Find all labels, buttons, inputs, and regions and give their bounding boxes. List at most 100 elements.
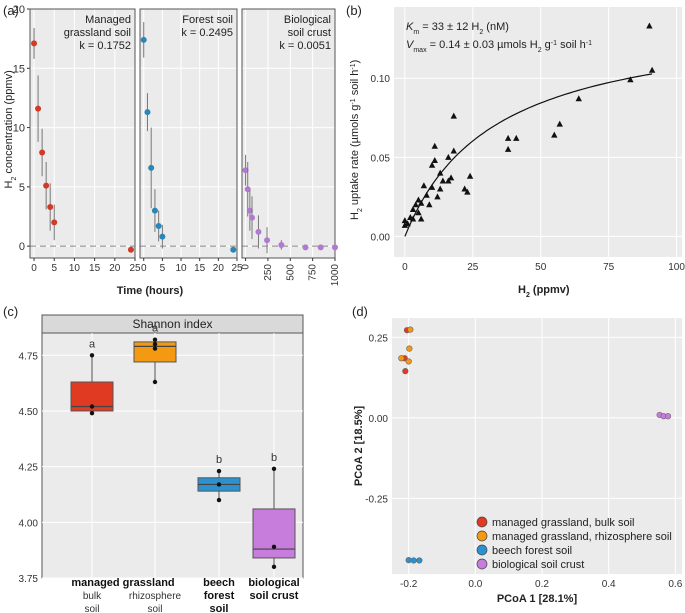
d-sample-point <box>407 326 414 333</box>
a-data-point <box>249 214 256 221</box>
b-data-point <box>551 131 558 138</box>
c-group-label-crust: soil crust <box>250 590 299 602</box>
a-facet-title: Forest soil <box>182 14 233 26</box>
b-data-point <box>436 185 444 192</box>
a-facet-frame <box>139 8 238 259</box>
d-ytick-label: 0.25 <box>369 333 389 344</box>
c-sample-point <box>271 564 277 570</box>
d-sample-point <box>406 345 413 352</box>
a-xtick-label: 25 <box>231 263 243 274</box>
c-group-label-forest: forest <box>204 590 235 602</box>
b-plot-background <box>394 7 682 257</box>
d-legend-label: beech forest soil <box>492 545 572 557</box>
a-xtick-label: 15 <box>194 263 206 274</box>
d-sample-point <box>664 413 672 420</box>
a-data-point <box>242 167 249 174</box>
b-data-point <box>417 215 425 222</box>
a-ytick-label: 5 <box>19 182 25 194</box>
d-xtick-label: 0.4 <box>602 579 616 590</box>
c-significance-letter: b <box>271 452 277 464</box>
c-ytick-label: 4.25 <box>19 463 39 474</box>
b-data-point <box>415 196 422 203</box>
b-data-point <box>513 134 520 141</box>
a-data-point <box>230 246 237 253</box>
b-data-point <box>627 76 634 83</box>
d-ytick-label: 0.00 <box>369 414 389 425</box>
b-data-point <box>415 209 422 216</box>
b-data-point <box>409 206 417 213</box>
c-significance-letter: a <box>152 323 159 335</box>
a-xtick-label: 0 <box>141 263 147 274</box>
a-data-point <box>332 244 338 251</box>
c-significance-letter: a <box>89 338 96 350</box>
a-data-point <box>39 149 46 156</box>
b-data-point <box>428 161 436 168</box>
a-xtick-label: 25 <box>129 263 141 274</box>
d-sample-point <box>402 368 409 375</box>
a-xtick-label: 20 <box>213 263 225 274</box>
a-xtick-label: 5 <box>51 263 57 274</box>
c-ytick-label: 4.50 <box>19 407 39 418</box>
b-data-point <box>431 142 438 149</box>
c-group-label-crust: biological <box>248 577 299 589</box>
a-data-point <box>51 219 58 226</box>
b-data-point <box>401 221 409 228</box>
b-data-point <box>431 156 438 163</box>
a-facet-title: grassland soil <box>64 27 131 39</box>
b-data-point <box>423 191 430 198</box>
b-data-point <box>450 112 457 119</box>
a-ytick-label: 15 <box>13 63 25 75</box>
c-title: Shannon index <box>132 317 212 331</box>
c-sample-point <box>271 544 277 550</box>
panel-label-b: (b) <box>346 3 362 18</box>
a-rate-constant: k = 0.0051 <box>279 40 331 52</box>
b-data-point <box>426 201 433 208</box>
a-data-point <box>155 222 162 229</box>
c-ytick-label: 3.75 <box>19 574 39 585</box>
c-sample-point <box>216 497 222 503</box>
c-sample-point <box>89 404 95 409</box>
a-ytick-label: 10 <box>13 123 25 135</box>
panel-label-d: (d) <box>352 304 368 319</box>
b-data-point <box>556 120 563 127</box>
c-sample-point <box>152 379 158 385</box>
a-data-point <box>43 182 50 189</box>
a-xtick-label: 10 <box>175 263 187 274</box>
b-xtick-label: 100 <box>668 262 685 273</box>
c-group-label-rhizosphere: rhizosphere <box>129 591 182 602</box>
b-data-point <box>439 177 447 184</box>
c-ytick-label: 4.00 <box>19 518 39 529</box>
a-data-point <box>244 186 251 193</box>
b-data-point <box>648 66 656 73</box>
a-xtick-label: 0 <box>31 263 37 274</box>
c-group-label-grassland: managed grassland <box>71 577 174 589</box>
d-xtick-label: 0.6 <box>668 579 682 590</box>
b-ylabel: H2 uptake rate (µmols g-1 soil h-1) <box>349 60 364 220</box>
c-group-label-forest: beech <box>203 577 235 589</box>
c-significance-letter: b <box>216 454 222 466</box>
a-xtick-label: 750 <box>308 264 319 281</box>
b-data-point <box>409 215 417 222</box>
d-sample-point <box>410 557 417 564</box>
a-data-point <box>302 244 309 251</box>
c-sample-point <box>216 482 222 487</box>
c-ytick-label: 4.75 <box>19 351 39 362</box>
a-ytick-label: 0 <box>19 241 25 253</box>
a-data-point <box>144 109 151 116</box>
a-data-point <box>127 246 134 253</box>
b-vmax-annotation: Vmax = 0.14 ± 0.03 µmols H2 g-1 soil h-1 <box>406 39 592 54</box>
b-data-point <box>420 182 428 189</box>
c-sample-point <box>89 410 95 416</box>
b-data-point <box>434 193 441 200</box>
c-sample-point <box>216 468 222 474</box>
a-facet-frame <box>29 8 136 259</box>
b-data-point <box>401 217 409 224</box>
b-data-point <box>646 22 653 29</box>
b-xtick-label: 50 <box>535 262 547 273</box>
d-ylabel: PCoA 2 [18.5%] <box>353 406 365 487</box>
a-xtick-label: 1000 <box>330 264 341 287</box>
a-data-point <box>317 244 324 251</box>
d-sample-point <box>416 557 423 564</box>
d-legend-marker <box>476 516 488 528</box>
